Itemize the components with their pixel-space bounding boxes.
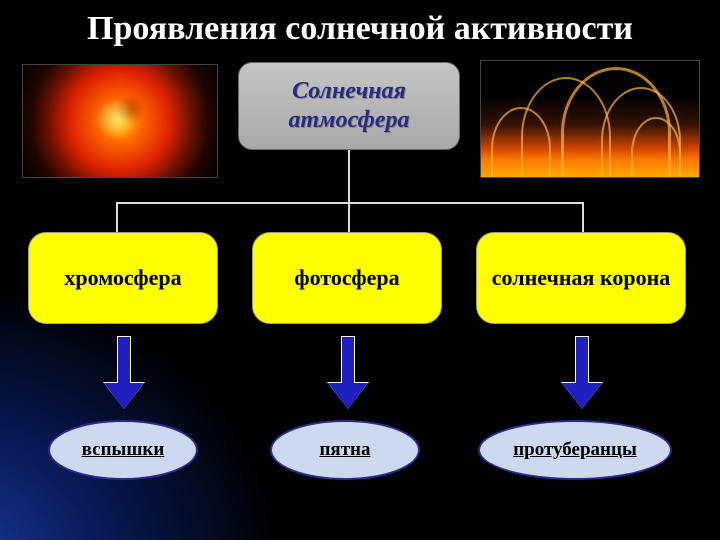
arrow-down-1 <box>104 336 144 409</box>
root-node: Солнечная атмосфера <box>238 62 460 150</box>
connector-drop-3 <box>582 202 584 232</box>
node-flares: вспышки <box>48 420 198 480</box>
connector-drop-2 <box>348 202 350 232</box>
node-prominences: протуберанцы <box>478 420 672 480</box>
node-flares-label: вспышки <box>82 439 165 461</box>
coronal-loops-image <box>480 60 700 178</box>
node-prominences-label: протуберанцы <box>513 439 637 461</box>
page-title: Проявления солнечной активности <box>0 10 720 48</box>
connector-drop-1 <box>116 202 118 232</box>
sun-disk-graphic <box>23 65 217 177</box>
arrow-down-2 <box>328 336 368 409</box>
root-node-label: Солнечная атмосфера <box>239 77 459 135</box>
connector-stem <box>348 150 350 202</box>
node-chromosphere: хромосфера <box>28 232 218 324</box>
node-spots: пятна <box>270 420 420 480</box>
sun-disk-image <box>22 64 218 178</box>
node-photosphere: фотосфера <box>252 232 442 324</box>
node-spots-label: пятна <box>319 439 370 461</box>
arrow-down-3 <box>562 336 602 409</box>
node-chromosphere-label: хромосфера <box>64 265 181 291</box>
node-photosphere-label: фотосфера <box>294 265 399 291</box>
node-corona: солнечная корона <box>476 232 686 324</box>
node-corona-label: солнечная корона <box>492 265 671 291</box>
coronal-loops-graphic <box>481 61 699 177</box>
